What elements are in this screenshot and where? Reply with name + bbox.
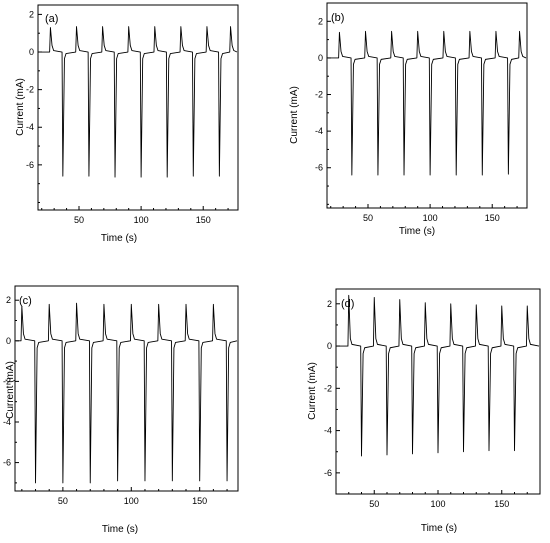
series-line — [16, 302, 238, 484]
x-tick-label: 150 — [494, 499, 509, 509]
x-tick-label: 150 — [192, 496, 207, 506]
y-tick-label: -4 — [324, 426, 332, 436]
y-tick-label: -2 — [26, 85, 34, 95]
series-line — [337, 294, 540, 457]
plot-frame — [37, 4, 239, 211]
y-tick-label: 2 — [327, 299, 332, 309]
x-tick-label: 100 — [430, 499, 445, 509]
y-tick-label: -4 — [26, 122, 34, 132]
y-tick-label: 2 — [318, 16, 323, 26]
plot-frame — [14, 285, 239, 492]
y-tick-label: -2 — [315, 90, 323, 100]
panel-label: (b) — [331, 12, 344, 24]
series-line — [39, 26, 238, 178]
y-tick-label: -4 — [3, 417, 11, 427]
y-tick-label: 0 — [318, 53, 323, 63]
y-tick-label: -6 — [315, 163, 323, 173]
x-tick-label: 50 — [58, 496, 68, 506]
x-tick-label: 50 — [369, 499, 379, 509]
panel-a: 50 100 150 2 0 -2 -4 -6 (a) Time (s) Current (m… — [15, 4, 239, 244]
x-tick-label: 100 — [423, 213, 438, 223]
x-axis-label: Time (s) — [101, 233, 137, 244]
y-tick-label: -4 — [315, 126, 323, 136]
panel-label: (c) — [19, 295, 32, 307]
y-tick-label: -2 — [324, 383, 332, 393]
x-axis-label: Time (s) — [102, 524, 138, 535]
panel-d: 50 100 150 2 0 -2 -4 -6 (d) Time (s) Current (m… — [307, 288, 541, 534]
panel-b: 50 100 150 2 0 -2 -4 -6 (b) Time (s) Current (m… — [289, 2, 528, 237]
x-tick-label: 50 — [363, 213, 373, 223]
y-axis-label: Current (mA) — [15, 78, 26, 136]
panel-c: 50 100 150 2 0 -2 -4 -6 (c) Time (s) Current (m… — [3, 285, 239, 535]
y-tick-label: 0 — [29, 47, 34, 57]
panel-label: (d) — [341, 298, 354, 310]
tick-layer: 50 100 150 2 0 -2 -4 -6 — [3, 295, 228, 506]
y-axis-label: Current (mA) — [307, 362, 318, 420]
x-axis-label: Time (s) — [399, 226, 435, 237]
y-tick-label: 0 — [6, 336, 11, 346]
y-axis-label: Current (mA) — [5, 361, 16, 419]
tick-layer: 50 100 150 2 0 -2 -4 -6 — [324, 299, 541, 509]
x-tick-label: 150 — [485, 213, 500, 223]
y-tick-label: -6 — [3, 458, 11, 468]
plot-frame — [335, 288, 541, 495]
y-tick-label: -6 — [26, 160, 34, 170]
y-tick-label: 2 — [6, 295, 11, 305]
x-tick-label: 100 — [134, 215, 149, 225]
x-tick-label: 50 — [74, 215, 84, 225]
x-tick-label: 150 — [196, 215, 211, 225]
y-axis-label: Current (mA) — [289, 86, 300, 144]
series-line — [328, 30, 527, 176]
y-tick-label: 2 — [29, 9, 34, 19]
panel-label: (a) — [45, 13, 58, 25]
x-axis-label: Time (s) — [421, 523, 457, 534]
plot-frame — [326, 2, 528, 209]
y-tick-label: 0 — [327, 341, 332, 351]
y-tick-label: -2 — [3, 376, 11, 386]
x-tick-label: 100 — [124, 496, 139, 506]
tick-layer: 50 100 150 2 0 -2 -4 -6 — [315, 2, 518, 223]
y-tick-label: -6 — [324, 468, 332, 478]
tick-layer: 50 100 150 2 0 -2 -4 -6 — [26, 9, 229, 225]
